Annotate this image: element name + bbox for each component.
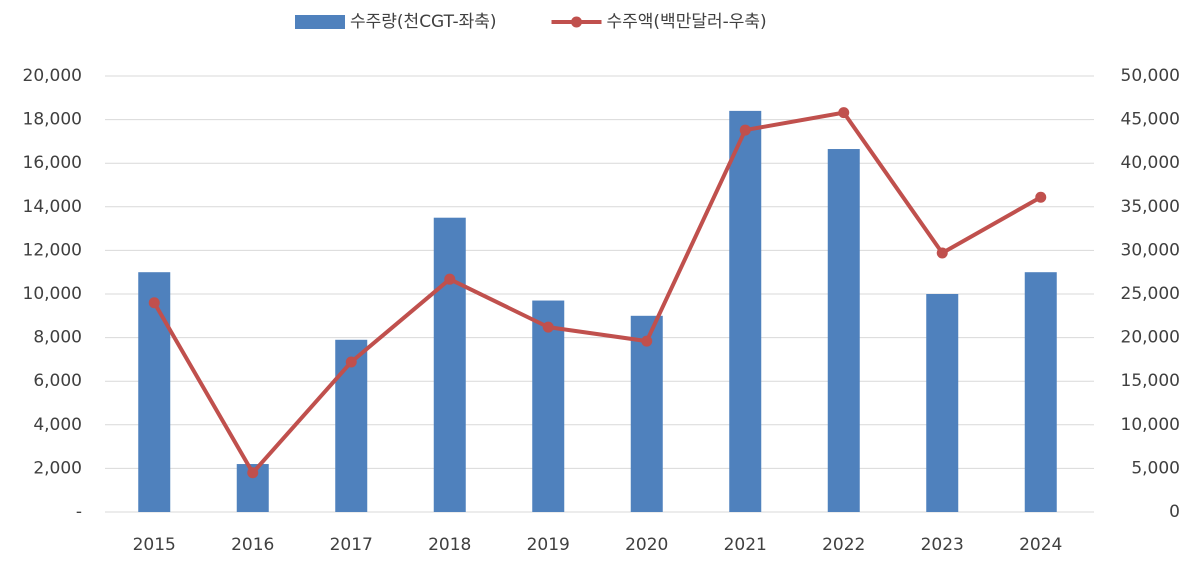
legend-swatch (571, 16, 582, 28)
y2-tick-label: 20,000 (1121, 328, 1180, 348)
legend-label: 수주액(백만달러-우축) (607, 12, 767, 32)
bar (532, 300, 565, 512)
bar (138, 272, 171, 512)
y2-tick-label: 40,000 (1121, 153, 1180, 173)
line-marker (345, 356, 357, 368)
y-tick-label: - (76, 502, 82, 522)
line-marker (542, 321, 554, 333)
y-tick-label: 12,000 (23, 240, 82, 260)
bar (729, 110, 762, 512)
line-marker (1035, 191, 1047, 203)
line-marker (148, 297, 160, 309)
line-marker (247, 467, 259, 479)
bar (630, 315, 663, 512)
y2-tick-label: 0 (1169, 502, 1180, 522)
x-tick-label: 2019 (527, 535, 570, 555)
y2-tick-label: 25,000 (1121, 284, 1180, 304)
y-tick-label: 18,000 (23, 110, 82, 130)
legend-label: 수주량(천CGT-좌축) (350, 12, 497, 32)
line-marker (936, 247, 948, 259)
x-tick-label: 2015 (133, 535, 176, 555)
y-tick-label: 20,000 (23, 66, 82, 86)
bar (335, 339, 368, 512)
y-tick-label: 14,000 (23, 197, 82, 217)
bar (433, 217, 466, 512)
y2-tick-label: 50,000 (1121, 66, 1180, 86)
line-marker (838, 107, 850, 119)
x-tick-label: 2020 (625, 535, 668, 555)
y2-tick-label: 45,000 (1121, 110, 1180, 130)
bar (1024, 272, 1057, 512)
y-tick-label: 10,000 (23, 284, 82, 304)
x-tick-label: 2016 (231, 535, 274, 555)
y-tick-label: 6,000 (33, 371, 82, 391)
x-tick-label: 2024 (1019, 535, 1062, 555)
x-tick-label: 2021 (724, 535, 767, 555)
x-tick-label: 2018 (428, 535, 471, 555)
line-marker (444, 273, 456, 285)
y2-tick-label: 5,000 (1131, 458, 1180, 478)
y-tick-label: 4,000 (33, 415, 82, 435)
y2-tick-label: 30,000 (1121, 240, 1180, 260)
y-tick-label: 8,000 (33, 328, 82, 348)
y2-tick-label: 15,000 (1121, 371, 1180, 391)
y-tick-label: 16,000 (23, 153, 82, 173)
y2-tick-label: 10,000 (1121, 415, 1180, 435)
bar (827, 149, 860, 512)
y2-tick-label: 35,000 (1121, 197, 1180, 217)
line-marker (641, 335, 653, 347)
bar (926, 294, 959, 512)
x-tick-label: 2023 (921, 535, 964, 555)
legend-swatch (295, 15, 345, 29)
x-tick-label: 2017 (330, 535, 373, 555)
line-marker (739, 124, 751, 136)
line (152, 110, 1042, 475)
y-tick-label: 2,000 (33, 458, 82, 478)
x-tick-label: 2022 (822, 535, 865, 555)
